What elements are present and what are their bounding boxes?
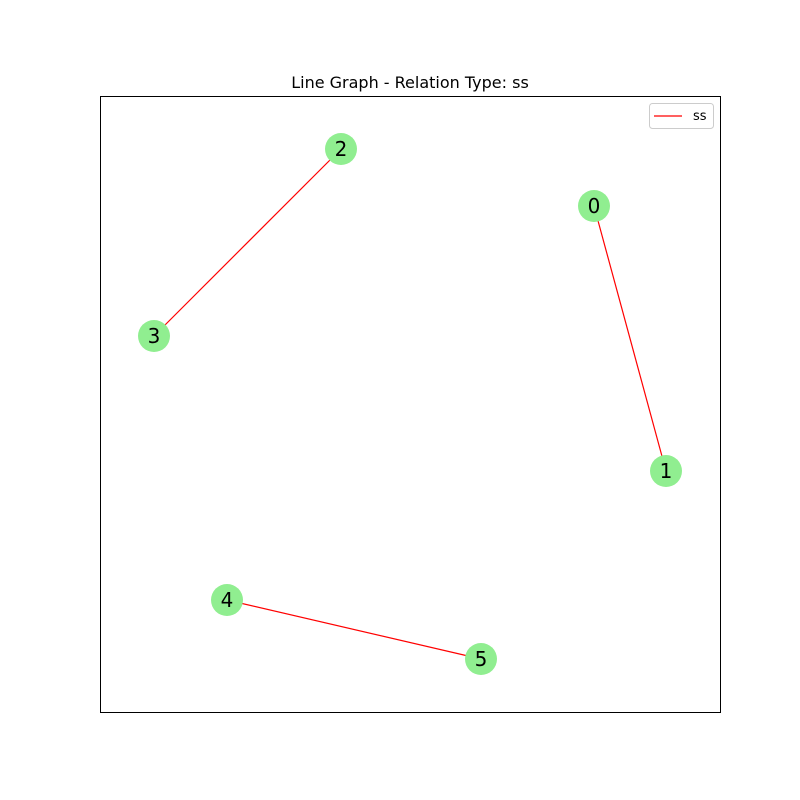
- node-label-2: 2: [335, 137, 348, 161]
- node-5: 5: [465, 643, 497, 675]
- node-circle-4: [211, 584, 243, 616]
- node-circle-0: [578, 190, 610, 222]
- node-circle-5: [465, 643, 497, 675]
- node-circle-1: [650, 455, 682, 487]
- nodes-layer: 0 1 2 3 4 5: [138, 133, 682, 675]
- node-label-5: 5: [475, 647, 488, 671]
- node-label-3: 3: [148, 324, 161, 348]
- node-circle-3: [138, 320, 170, 352]
- node-circle-2: [325, 133, 357, 165]
- legend-label: ss: [693, 109, 707, 124]
- edges-layer: [153, 148, 667, 660]
- node-0: 0: [578, 190, 610, 222]
- node-label-0: 0: [588, 194, 601, 218]
- node-4: 4: [211, 584, 243, 616]
- edge-4-5: [226, 599, 482, 660]
- node-2: 2: [325, 133, 357, 165]
- plot-frame: [100, 96, 721, 713]
- node-label-1: 1: [660, 459, 673, 483]
- edge-0-1: [593, 205, 667, 472]
- node-3: 3: [138, 320, 170, 352]
- legend: ss: [649, 103, 714, 129]
- chart-title: Line Graph - Relation Type: ss: [291, 73, 529, 92]
- node-label-4: 4: [221, 588, 234, 612]
- edge-2-3: [153, 148, 342, 337]
- node-1: 1: [650, 455, 682, 487]
